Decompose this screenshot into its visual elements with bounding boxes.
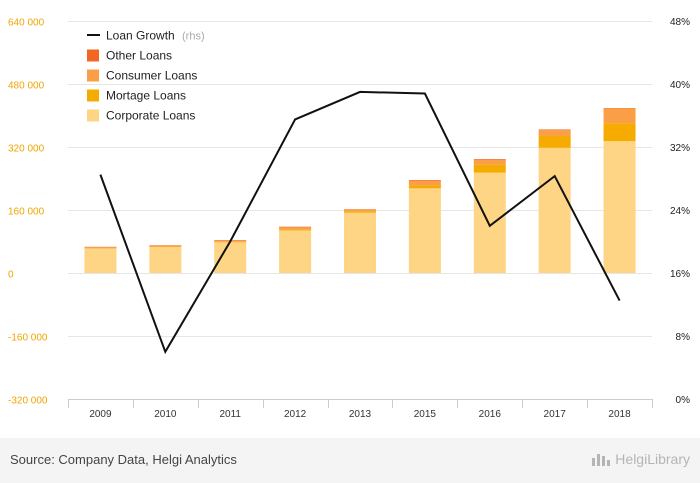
bar-other-loans bbox=[473, 159, 506, 160]
x-tick-label: 2009 bbox=[89, 409, 112, 420]
y-left-tick-label: -160 000 bbox=[8, 333, 48, 344]
legend-swatch-corporate bbox=[87, 109, 99, 122]
bar-corporate-loans bbox=[344, 212, 376, 273]
x-axis: 2009 2010 2011 2012 2013 2015 2016 2017 2018 bbox=[68, 399, 653, 420]
bar-consumer-loans bbox=[603, 108, 636, 124]
y-right-tick-label: 8% bbox=[676, 332, 691, 343]
x-tick-label: 2010 bbox=[154, 409, 177, 420]
bar-consumer-loans bbox=[408, 180, 441, 186]
bar-corporate-loans bbox=[279, 230, 312, 273]
bar-mortage-loans bbox=[473, 164, 506, 173]
legend-item-consumer-loans[interactable]: Consumer Loans bbox=[87, 69, 197, 83]
y-left-tick-label: 0 bbox=[8, 270, 14, 281]
bar-mortage-loans bbox=[538, 135, 571, 148]
legend: Loan Growth (rhs) Other Loans Consumer L… bbox=[87, 29, 205, 123]
y-right-tick-label: 32% bbox=[670, 143, 690, 154]
legend-label-rhs: (rhs) bbox=[182, 31, 205, 43]
y-right-tick-label: 16% bbox=[670, 269, 690, 280]
y-left-tick-label: 640 000 bbox=[8, 18, 45, 29]
bar-consumer-loans bbox=[538, 130, 571, 136]
brand-logo[interactable]: HelgiLibrary bbox=[592, 451, 690, 467]
bar-consumer-loans bbox=[279, 227, 312, 230]
bar-other-loans bbox=[279, 226, 312, 228]
x-tick-label: 2015 bbox=[414, 409, 437, 420]
legend-item-other-loans[interactable]: Other Loans bbox=[87, 49, 172, 63]
legend-swatch-other bbox=[87, 49, 99, 62]
x-tick-label: 2013 bbox=[349, 409, 372, 420]
bar-mortage-loans bbox=[408, 185, 441, 189]
y-left-tick-label: -320 000 bbox=[8, 396, 48, 407]
right-axis: 48% 40% 32% 24% 16% 8% 0% bbox=[670, 17, 690, 406]
y-right-tick-label: 40% bbox=[670, 80, 690, 91]
y-left-tick-label: 320 000 bbox=[8, 144, 45, 155]
bar-corporate-loans bbox=[84, 248, 117, 273]
bar-consumer-loans bbox=[344, 209, 376, 212]
legend-label-loan-growth: Loan Growth bbox=[106, 29, 175, 43]
legend-item-loan-growth[interactable]: Loan Growth (rhs) bbox=[87, 29, 205, 43]
legend-swatch-consumer bbox=[87, 69, 99, 82]
y-right-tick-label: 48% bbox=[670, 17, 690, 28]
legend-item-mortage-loans[interactable]: Mortage Loans bbox=[87, 89, 186, 103]
loan-chart: 640 000 480 000 320 000 160 000 0 -160 000 -32… bbox=[8, 17, 690, 420]
y-left-tick-label: 480 000 bbox=[8, 81, 45, 92]
bar-corporate-loans bbox=[408, 188, 441, 273]
y-right-tick-label: 0% bbox=[676, 395, 691, 406]
legend-label-mortage-loans: Mortage Loans bbox=[106, 89, 186, 103]
legend-label-consumer-loans: Consumer Loans bbox=[106, 69, 197, 83]
bar-corporate-loans bbox=[214, 242, 247, 273]
bar-corporate-loans bbox=[149, 247, 182, 273]
bar-consumer-loans bbox=[149, 245, 182, 247]
bar-mortage-loans bbox=[603, 123, 636, 142]
legend-swatch-mortgage bbox=[87, 89, 99, 102]
brand-name: HelgiLibrary bbox=[615, 451, 690, 467]
bar-mortage-loans bbox=[279, 229, 312, 231]
stacked-bars bbox=[84, 108, 636, 273]
bar-consumer-loans bbox=[473, 159, 506, 165]
x-tick-label: 2016 bbox=[479, 409, 502, 420]
bar-corporate-loans bbox=[538, 147, 571, 273]
x-tick-label: 2012 bbox=[284, 409, 307, 420]
bar-other-loans bbox=[538, 129, 571, 131]
legend-item-corporate-loans[interactable]: Corporate Loans bbox=[87, 109, 195, 123]
bar-consumer-loans bbox=[84, 247, 117, 249]
footer: Source: Company Data, Helgi Analytics He… bbox=[0, 438, 700, 483]
bar-corporate-loans bbox=[473, 172, 506, 273]
library-icon bbox=[592, 452, 611, 466]
left-axis: 640 000 480 000 320 000 160 000 0 -160 000 -32… bbox=[8, 18, 48, 407]
bar-corporate-loans bbox=[603, 141, 636, 273]
source-note: Source: Company Data, Helgi Analytics bbox=[10, 452, 237, 467]
bar-mortage-loans bbox=[344, 211, 376, 213]
legend-label-other-loans: Other Loans bbox=[106, 49, 172, 63]
bar-other-loans bbox=[408, 180, 441, 181]
x-tick-label: 2017 bbox=[544, 409, 567, 420]
legend-label-corporate-loans: Corporate Loans bbox=[106, 109, 195, 123]
y-left-tick-label: 160 000 bbox=[8, 207, 45, 218]
x-tick-label: 2011 bbox=[219, 409, 241, 420]
y-right-tick-label: 24% bbox=[670, 206, 690, 217]
loan-growth-line bbox=[99, 90, 621, 355]
x-tick-label: 2018 bbox=[608, 409, 631, 420]
